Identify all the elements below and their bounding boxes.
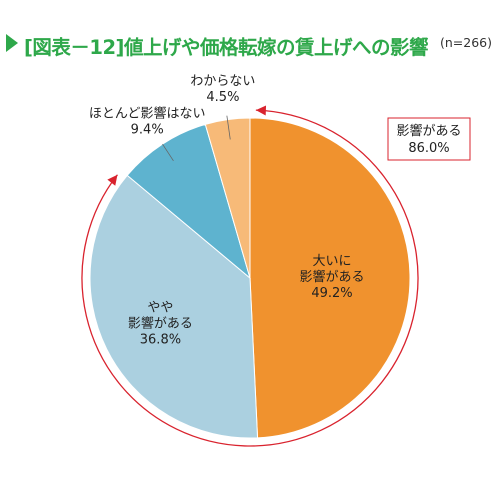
slice-name-label-1: 大いに (312, 254, 351, 269)
leader-line-3 (162, 143, 174, 162)
slice-some-impact (89, 174, 259, 439)
triangle-marker-icon (6, 34, 18, 52)
chart-header: [図表－12]値上げや価格転嫁の賃上げへの影響 (n=266) (6, 30, 494, 59)
slice-name-label-3: ほとんど影響はない (89, 106, 206, 122)
annotation-arrowhead-start (255, 105, 267, 116)
slice-name-label-1: 影響がある (299, 269, 364, 285)
slice-name-label-2: 影響がある (128, 315, 193, 331)
chart-title: [図表－12]値上げや価格転嫁の賃上げへの影響 (24, 36, 428, 59)
slice-value-label-1: 49.2% (311, 286, 352, 301)
annotation-label: 影響がある (396, 123, 461, 139)
annotation-value: 86.0% (408, 141, 449, 156)
slice-major-impact (249, 117, 411, 439)
slice-name-label-2: やや (147, 300, 173, 315)
slice-name-label-4: わからない (190, 74, 255, 89)
slice-value-label-4: 4.5% (206, 90, 239, 105)
slice-value-label-3: 9.4% (131, 123, 164, 138)
sample-size-label: (n=266) (439, 35, 492, 50)
slice-value-label-2: 36.8% (140, 332, 181, 347)
annotation-box (387, 117, 471, 161)
annotation-arrowhead-end (107, 174, 118, 186)
leader-line-4 (226, 115, 231, 140)
annotation-arc (81, 109, 419, 447)
